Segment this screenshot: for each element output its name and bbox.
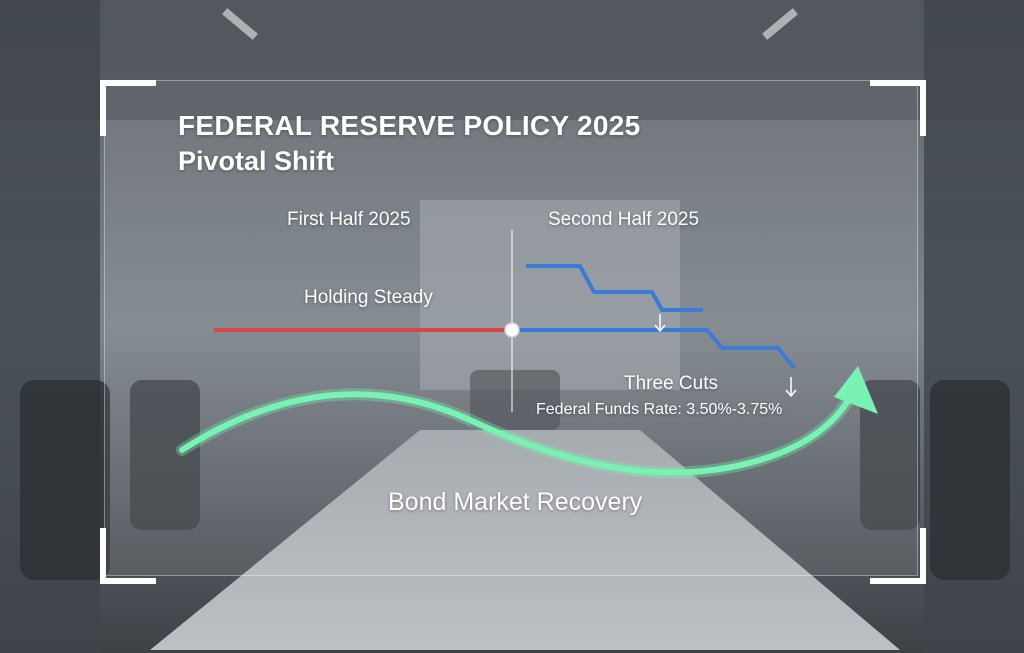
federal-funds-rate-label: Federal Funds Rate: 3.50%-3.75%	[536, 401, 783, 418]
page-subtitle: Pivotal Shift	[178, 146, 335, 176]
down-arrow-icon	[785, 377, 797, 398]
down-arrow-icon	[654, 314, 666, 333]
recovery-arrow-path	[179, 385, 858, 476]
page-title: FEDERAL RESERVE POLICY 2025	[178, 110, 641, 141]
second-half-label: Second Half 2025	[548, 209, 700, 230]
corner-bracket-bottom-left	[100, 528, 156, 584]
holding-steady-label: Holding Steady	[304, 287, 433, 308]
three-cuts-label: Three Cuts	[624, 373, 718, 394]
upper-cut-line	[526, 264, 703, 312]
lower-cut-line	[512, 328, 796, 370]
bond-market-recovery-label: Bond Market Recovery	[388, 488, 643, 516]
corner-bracket-bottom-right	[870, 528, 926, 584]
first-half-label: First Half 2025	[287, 209, 411, 230]
curved-up-arrow-icon	[834, 366, 878, 414]
corner-bracket-top-right	[870, 80, 926, 136]
pivot-point-marker	[504, 322, 520, 338]
corner-bracket-top-left	[100, 80, 156, 136]
